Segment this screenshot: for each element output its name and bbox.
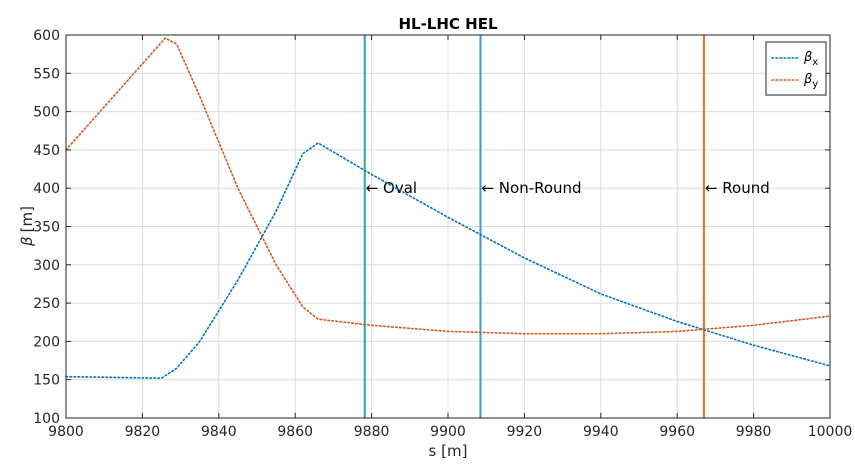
- y-tick-label: 400: [33, 181, 60, 197]
- y-tick-label: 550: [33, 66, 60, 82]
- y-tick-label: 200: [33, 334, 60, 350]
- legend-symbol: β: [803, 50, 812, 65]
- legend-box: [765, 41, 827, 96]
- legend-subscript: y: [812, 79, 818, 90]
- series-line: [65, 142, 831, 380]
- y-tick-label: 150: [33, 373, 60, 389]
- x-tick-label: 9880: [354, 424, 390, 440]
- x-tick-label: 9800: [48, 424, 84, 440]
- x-tick-label: 9940: [583, 424, 619, 440]
- grid: [66, 35, 830, 418]
- chart-title: HL-LHC HEL: [398, 15, 497, 33]
- legend-subscript: x: [812, 57, 818, 68]
- y-axis-label: β [m]: [18, 206, 36, 247]
- x-tick-label: 9980: [736, 424, 772, 440]
- marker-label: ← Oval: [366, 179, 417, 197]
- series-lines: [65, 37, 831, 380]
- y-tick-label: 100: [33, 411, 60, 427]
- y-tick-label: 250: [33, 296, 60, 312]
- x-tick-label: 9840: [201, 424, 237, 440]
- x-tick-label: 9900: [430, 424, 466, 440]
- x-tick-label: 9960: [659, 424, 695, 440]
- legend-symbol: β: [803, 72, 812, 87]
- axis-ticks: 9800 9820 9840 9860 9880 9900 9920 9940 9960 9980…: [33, 28, 852, 440]
- legend-label: βy: [803, 72, 818, 90]
- x-tick-label: 9920: [507, 424, 543, 440]
- y-tick-label: 600: [33, 28, 60, 44]
- y-axis-unit: [m]: [18, 206, 36, 232]
- x-tick-label: 9860: [277, 424, 313, 440]
- series-line: [65, 37, 831, 335]
- legend-label: βx: [803, 50, 818, 68]
- y-tick-label: 350: [33, 220, 60, 236]
- x-tick-label: 9820: [125, 424, 161, 440]
- y-tick-label: 500: [33, 105, 60, 121]
- x-tick-label: 10000: [808, 424, 853, 440]
- y-tick-label: 450: [33, 143, 60, 159]
- marker-label: ← Non-Round: [481, 179, 581, 197]
- y-tick-label: 300: [33, 258, 60, 274]
- marker-label: ← Round: [705, 179, 770, 197]
- x-axis-label: s [m]: [429, 442, 468, 460]
- y-axis-symbol: β: [18, 236, 36, 247]
